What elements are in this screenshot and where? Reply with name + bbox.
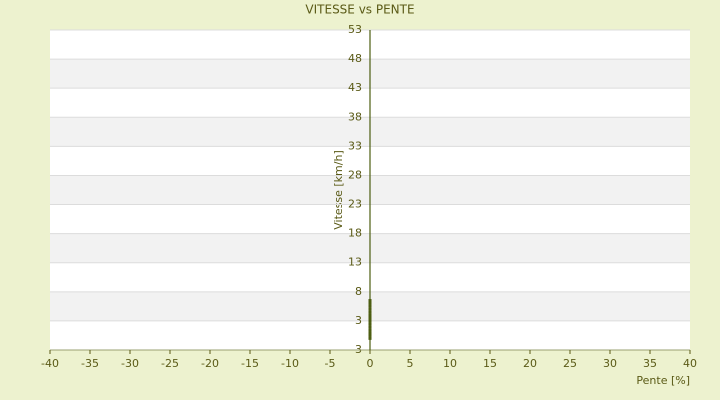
point <box>368 325 372 329</box>
point <box>368 313 372 317</box>
x-tick-label: -10 <box>281 357 299 370</box>
y-tick-label: 28 <box>348 168 362 181</box>
y-tick-label: 23 <box>348 198 362 211</box>
y-tick-label: 33 <box>348 139 362 152</box>
y-tick-label: 8 <box>355 285 362 298</box>
point <box>368 328 372 332</box>
y-tick-label: 53 <box>348 23 362 36</box>
point <box>368 299 372 303</box>
point <box>368 333 372 337</box>
x-tick-label: -5 <box>325 357 336 370</box>
x-tick-label: 25 <box>563 357 577 370</box>
x-tick-label: 40 <box>683 357 697 370</box>
point <box>368 331 372 335</box>
y-tick-label: 38 <box>348 110 362 123</box>
x-tick-label: -25 <box>161 357 179 370</box>
point <box>368 319 372 323</box>
x-tick-label: 30 <box>603 357 617 370</box>
point <box>368 310 372 314</box>
x-tick-label: -20 <box>201 357 219 370</box>
point <box>368 316 372 320</box>
y-axis-title: Vitesse [km/h] <box>332 150 345 230</box>
y-tick-label: 48 <box>348 52 362 65</box>
x-tick-label: 0 <box>367 357 374 370</box>
x-tick-label: 20 <box>523 357 537 370</box>
y-tick-label: 3 <box>355 314 362 327</box>
chart-title: VITESSE vs PENTE <box>305 3 414 17</box>
y-tick-label: 13 <box>348 256 362 269</box>
y-tick-label: 43 <box>348 81 362 94</box>
x-tick-label: -30 <box>121 357 139 370</box>
point <box>368 322 372 326</box>
x-tick-label: -15 <box>241 357 259 370</box>
x-tick-label: -35 <box>81 357 99 370</box>
point <box>368 336 372 340</box>
x-tick-label: 35 <box>643 357 657 370</box>
x-tick-label: 10 <box>443 357 457 370</box>
point <box>368 301 372 305</box>
point <box>368 304 372 308</box>
point <box>368 307 372 311</box>
x-axis-title: Pente [%] <box>636 374 690 387</box>
x-tick-label: 15 <box>483 357 497 370</box>
y-tick-label: 18 <box>348 227 362 240</box>
x-tick-label: 5 <box>407 357 414 370</box>
x-tick-label: -40 <box>41 357 59 370</box>
